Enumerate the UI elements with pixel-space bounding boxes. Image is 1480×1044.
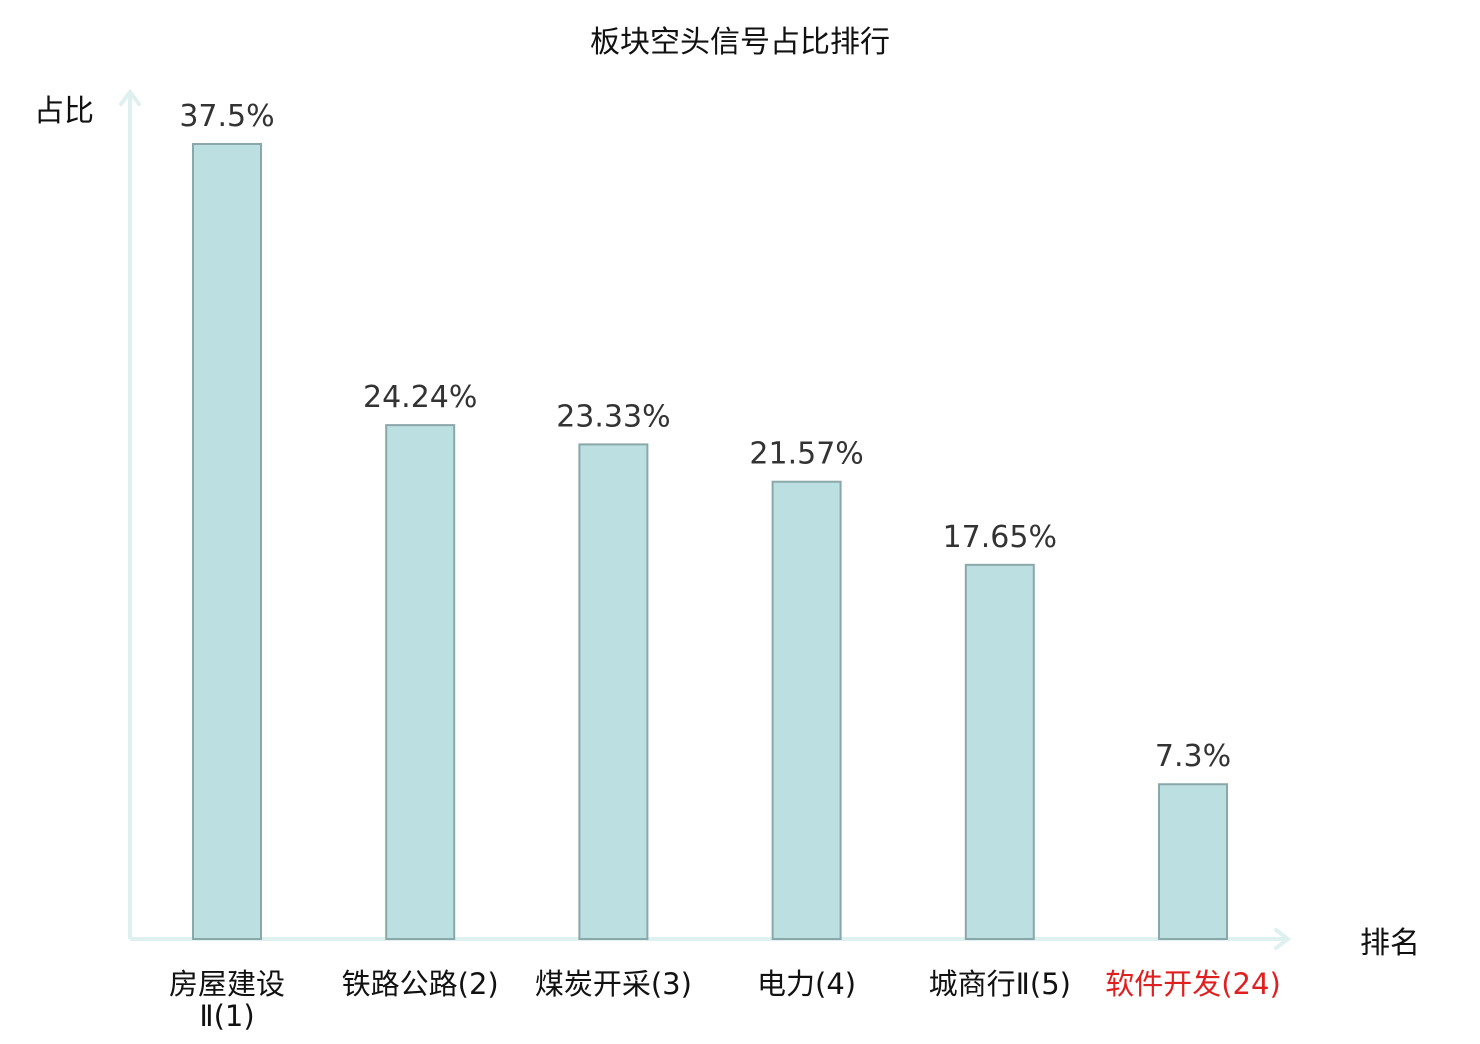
- chart-title: 板块空头信号占比排行: [590, 25, 890, 60]
- bar-0: [192, 143, 262, 940]
- value-label-4: 17.65%: [943, 520, 1057, 555]
- category-label-1: 铁路公路(2): [342, 967, 499, 1001]
- value-label-3: 21.57%: [749, 437, 863, 472]
- value-labels-group: 37.5% 24.24% 23.33% 21.57% 17.65% 7.3%: [179, 99, 1231, 774]
- bar-3: [771, 480, 842, 940]
- bar-1: [385, 424, 456, 940]
- bar-2: [578, 443, 649, 940]
- value-label-1: 24.24%: [363, 380, 477, 415]
- bar-5: [1158, 783, 1228, 940]
- category-label-0-line-0: 房屋建设: [169, 967, 285, 1001]
- value-label-5: 7.3%: [1155, 739, 1231, 774]
- category-label-2: 煤炭开采(3): [535, 967, 692, 1001]
- axes: [119, 88, 1292, 950]
- y-axis-arrow: [119, 88, 141, 106]
- y-axis-label: 占比: [34, 94, 94, 129]
- bar-4: [964, 563, 1035, 940]
- category-label-0-line-1: Ⅱ(1): [199, 999, 254, 1033]
- value-label-0: 37.5%: [179, 99, 274, 134]
- category-label-5: 软件开发(24): [1105, 967, 1281, 1001]
- bars-group: [192, 143, 1228, 940]
- value-label-2: 23.33%: [556, 399, 670, 434]
- x-axis-arrow: [1274, 928, 1292, 950]
- category-label-4: 城商行Ⅱ(5): [929, 967, 1071, 1001]
- category-label-3: 电力(4): [757, 967, 856, 1001]
- x-axis-label: 排名: [1360, 926, 1420, 961]
